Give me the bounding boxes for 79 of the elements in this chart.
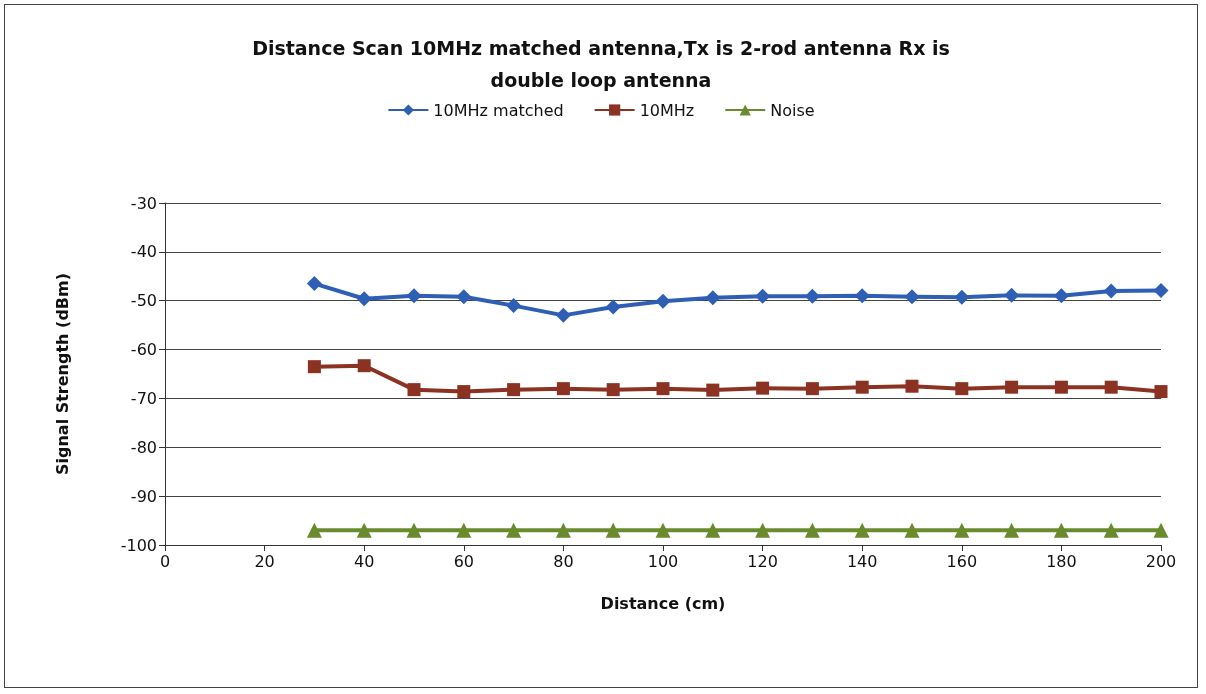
point (1154, 385, 1168, 399)
point (954, 289, 970, 305)
x-tick-label: 0 (159, 551, 171, 571)
chart-title: Distance Scan 10MHz matched antenna,Tx is 2-rod antenna Rx is double loop antenna (252, 37, 950, 91)
point (955, 382, 969, 396)
x-tick-label: 40 (354, 551, 375, 571)
point (556, 382, 570, 396)
y-axis-title: Signal Strength (dBm) (52, 272, 72, 476)
point (805, 382, 819, 396)
point (705, 522, 721, 538)
point (357, 359, 371, 373)
point (1004, 522, 1020, 538)
point (655, 293, 671, 309)
point (1153, 282, 1169, 298)
x-tick-label: 80 (553, 551, 574, 571)
y-tick-label: -50 (130, 291, 157, 311)
point (555, 522, 571, 538)
x-tick-label: 200 (1145, 551, 1177, 571)
legend-label: 10MHz matched (433, 100, 564, 120)
point (1053, 522, 1069, 538)
point (755, 288, 771, 304)
x-tick-label: 100 (647, 551, 679, 571)
point (705, 290, 721, 306)
point (456, 522, 472, 538)
y-tick-label: -40 (130, 242, 157, 262)
point (1004, 287, 1020, 303)
point (356, 291, 372, 307)
point (307, 360, 321, 374)
x-tick-label: 180 (1046, 551, 1077, 571)
y-tick-label: -80 (130, 437, 157, 457)
point (306, 522, 322, 538)
x-axis-title: Distance (cm) (600, 593, 726, 613)
y-tick-label: -30 (130, 193, 157, 213)
point (605, 299, 621, 315)
x-tick-label: 20 (254, 551, 275, 571)
y-tick-label: -100 (120, 535, 157, 555)
point (406, 288, 422, 304)
point (457, 385, 471, 399)
point (605, 522, 621, 538)
point (507, 383, 521, 397)
point (1104, 380, 1118, 394)
legend-label: Noise (770, 100, 815, 120)
point (706, 383, 720, 397)
point (655, 522, 671, 538)
point (356, 522, 372, 538)
point (1103, 283, 1119, 299)
point (506, 298, 522, 314)
point (506, 522, 522, 538)
point (1005, 380, 1019, 394)
point (1103, 522, 1119, 538)
point (606, 383, 620, 397)
point (804, 288, 820, 304)
x-tick-label: 60 (453, 551, 474, 571)
legend-label: 10MHz (639, 100, 695, 120)
point (755, 522, 771, 538)
x-tick-label: 140 (846, 551, 878, 571)
x-tick-label: 160 (946, 551, 978, 571)
point (306, 276, 322, 292)
point (456, 289, 472, 305)
y-tick-label: -70 (130, 388, 157, 408)
point (555, 307, 571, 323)
point (406, 522, 422, 538)
point (904, 289, 920, 305)
point (854, 288, 870, 304)
x-tick-label: 120 (747, 551, 778, 571)
point (854, 522, 870, 538)
point (904, 522, 920, 538)
point (407, 383, 421, 397)
point (1153, 522, 1169, 538)
point (1054, 380, 1068, 394)
point (656, 382, 670, 396)
point (804, 522, 820, 538)
point (756, 381, 770, 395)
point (1053, 288, 1069, 304)
y-tick-label: -90 (130, 486, 157, 506)
y-tick-label: -60 (130, 340, 157, 360)
point (855, 380, 869, 394)
point (905, 379, 919, 393)
point (954, 522, 970, 538)
